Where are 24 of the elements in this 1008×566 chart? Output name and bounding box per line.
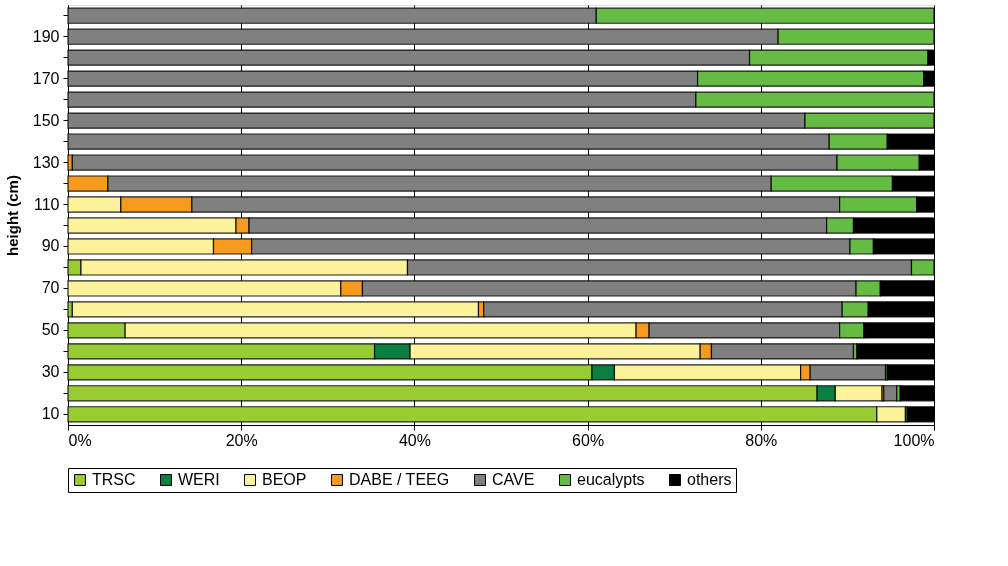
legend-label: TRSC xyxy=(92,471,136,488)
legend-label: BEOP xyxy=(262,471,307,488)
x-tick-label: 40% xyxy=(398,431,431,449)
y-tick-label: 150 xyxy=(32,111,60,129)
x-tick-label: 100% xyxy=(893,431,935,449)
y-tick-label: 130 xyxy=(32,153,60,171)
y-axis-title: height (cm) xyxy=(3,175,21,256)
x-tick-label: 80% xyxy=(745,431,778,449)
y-tick-label: 10 xyxy=(41,405,60,423)
y-tick-label: 110 xyxy=(33,195,60,213)
legend-label: eucalypts xyxy=(577,471,645,488)
legend-label: CAVE xyxy=(492,471,535,488)
y-tick-label: 90 xyxy=(41,237,60,255)
y-tick-label: 70 xyxy=(41,279,60,297)
legend-label: DABE / TEEG xyxy=(349,471,450,488)
legend-label: others xyxy=(687,471,732,488)
x-tick-label: 0% xyxy=(68,431,92,449)
x-tick-label: 60% xyxy=(572,431,605,449)
x-tick-label: 20% xyxy=(225,431,258,449)
legend-label: WERI xyxy=(178,471,220,488)
y-tick-label: 50 xyxy=(41,321,60,339)
y-tick-label: 30 xyxy=(41,363,60,381)
y-tick-label: 170 xyxy=(32,69,60,87)
y-tick-label: 190 xyxy=(32,27,60,45)
